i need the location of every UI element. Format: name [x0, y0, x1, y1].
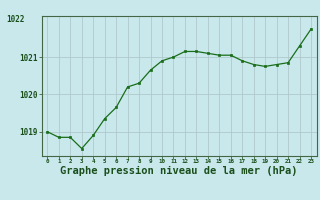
X-axis label: Graphe pression niveau de la mer (hPa): Graphe pression niveau de la mer (hPa)	[60, 166, 298, 176]
Text: 1022: 1022	[6, 15, 24, 24]
